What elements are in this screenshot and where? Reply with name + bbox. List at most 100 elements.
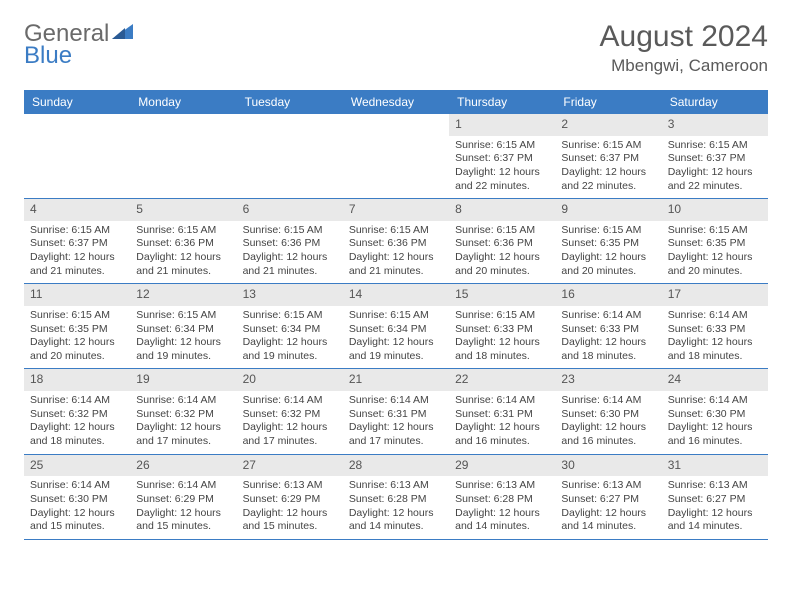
day-body: Sunrise: 6:14 AMSunset: 6:29 PMDaylight:… (130, 476, 236, 539)
daylight-text: Daylight: 12 hours and 18 minutes. (30, 421, 124, 448)
daylight-text: Daylight: 12 hours and 15 minutes. (243, 507, 337, 534)
sunset-text: Sunset: 6:37 PM (668, 152, 762, 166)
day-cell: 23Sunrise: 6:14 AMSunset: 6:30 PMDayligh… (555, 369, 661, 453)
day-body: Sunrise: 6:13 AMSunset: 6:28 PMDaylight:… (449, 476, 555, 539)
daylight-text: Daylight: 12 hours and 21 minutes. (349, 251, 443, 278)
sunset-text: Sunset: 6:33 PM (668, 323, 762, 337)
daylight-text: Daylight: 12 hours and 17 minutes. (349, 421, 443, 448)
week-row: 11Sunrise: 6:15 AMSunset: 6:35 PMDayligh… (24, 284, 768, 369)
day-cell: 29Sunrise: 6:13 AMSunset: 6:28 PMDayligh… (449, 455, 555, 539)
week-row: 4Sunrise: 6:15 AMSunset: 6:37 PMDaylight… (24, 199, 768, 284)
day-cell: 21Sunrise: 6:14 AMSunset: 6:31 PMDayligh… (343, 369, 449, 453)
header: GeneralBlue August 2024 Mbengwi, Cameroo… (24, 20, 768, 76)
sunrise-text: Sunrise: 6:15 AM (30, 309, 124, 323)
day-cell: 3Sunrise: 6:15 AMSunset: 6:37 PMDaylight… (662, 114, 768, 198)
sunset-text: Sunset: 6:30 PM (30, 493, 124, 507)
day-body: Sunrise: 6:15 AMSunset: 6:35 PMDaylight:… (662, 221, 768, 284)
daylight-text: Daylight: 12 hours and 20 minutes. (668, 251, 762, 278)
day-cell: 2Sunrise: 6:15 AMSunset: 6:37 PMDaylight… (555, 114, 661, 198)
sunrise-text: Sunrise: 6:15 AM (349, 224, 443, 238)
day-body: Sunrise: 6:15 AMSunset: 6:37 PMDaylight:… (24, 221, 130, 284)
daylight-text: Daylight: 12 hours and 22 minutes. (455, 166, 549, 193)
sunset-text: Sunset: 6:34 PM (349, 323, 443, 337)
day-body: Sunrise: 6:14 AMSunset: 6:30 PMDaylight:… (662, 391, 768, 454)
day-number: 15 (449, 284, 555, 306)
day-number: 17 (662, 284, 768, 306)
sunrise-text: Sunrise: 6:15 AM (243, 309, 337, 323)
sunrise-text: Sunrise: 6:14 AM (243, 394, 337, 408)
daylight-text: Daylight: 12 hours and 19 minutes. (349, 336, 443, 363)
day-cell: 30Sunrise: 6:13 AMSunset: 6:27 PMDayligh… (555, 455, 661, 539)
day-cell: 17Sunrise: 6:14 AMSunset: 6:33 PMDayligh… (662, 284, 768, 368)
sunrise-text: Sunrise: 6:14 AM (30, 479, 124, 493)
daylight-text: Daylight: 12 hours and 16 minutes. (561, 421, 655, 448)
day-number: 14 (343, 284, 449, 306)
daylight-text: Daylight: 12 hours and 14 minutes. (455, 507, 549, 534)
day-body: Sunrise: 6:14 AMSunset: 6:30 PMDaylight:… (24, 476, 130, 539)
day-body: Sunrise: 6:14 AMSunset: 6:33 PMDaylight:… (555, 306, 661, 369)
day-number: 18 (24, 369, 130, 391)
day-cell: 4Sunrise: 6:15 AMSunset: 6:37 PMDaylight… (24, 199, 130, 283)
sunset-text: Sunset: 6:33 PM (561, 323, 655, 337)
dow-cell: Friday (555, 90, 661, 114)
day-cell: 18Sunrise: 6:14 AMSunset: 6:32 PMDayligh… (24, 369, 130, 453)
sunset-text: Sunset: 6:32 PM (243, 408, 337, 422)
week-row: 25Sunrise: 6:14 AMSunset: 6:30 PMDayligh… (24, 455, 768, 540)
daylight-text: Daylight: 12 hours and 14 minutes. (561, 507, 655, 534)
day-cell: 7Sunrise: 6:15 AMSunset: 6:36 PMDaylight… (343, 199, 449, 283)
day-body (24, 136, 130, 144)
day-body: Sunrise: 6:13 AMSunset: 6:28 PMDaylight:… (343, 476, 449, 539)
daylight-text: Daylight: 12 hours and 22 minutes. (668, 166, 762, 193)
sunrise-text: Sunrise: 6:15 AM (30, 224, 124, 238)
sunset-text: Sunset: 6:36 PM (243, 237, 337, 251)
sunset-text: Sunset: 6:27 PM (668, 493, 762, 507)
daylight-text: Daylight: 12 hours and 19 minutes. (243, 336, 337, 363)
daylight-text: Daylight: 12 hours and 17 minutes. (136, 421, 230, 448)
day-number: 30 (555, 455, 661, 477)
day-number: 8 (449, 199, 555, 221)
day-body: Sunrise: 6:14 AMSunset: 6:31 PMDaylight:… (343, 391, 449, 454)
sunset-text: Sunset: 6:36 PM (455, 237, 549, 251)
day-number: 31 (662, 455, 768, 477)
dow-cell: Monday (130, 90, 236, 114)
sunrise-text: Sunrise: 6:14 AM (136, 394, 230, 408)
day-body: Sunrise: 6:13 AMSunset: 6:27 PMDaylight:… (555, 476, 661, 539)
daylight-text: Daylight: 12 hours and 21 minutes. (30, 251, 124, 278)
sunset-text: Sunset: 6:27 PM (561, 493, 655, 507)
day-body: Sunrise: 6:15 AMSunset: 6:34 PMDaylight:… (237, 306, 343, 369)
day-number: 7 (343, 199, 449, 221)
sunset-text: Sunset: 6:32 PM (136, 408, 230, 422)
day-number: 19 (130, 369, 236, 391)
sunrise-text: Sunrise: 6:14 AM (30, 394, 124, 408)
day-number: 16 (555, 284, 661, 306)
day-number: 1 (449, 114, 555, 136)
sunset-text: Sunset: 6:35 PM (668, 237, 762, 251)
day-cell (343, 114, 449, 198)
daylight-text: Daylight: 12 hours and 20 minutes. (30, 336, 124, 363)
sunrise-text: Sunrise: 6:15 AM (668, 224, 762, 238)
day-cell: 14Sunrise: 6:15 AMSunset: 6:34 PMDayligh… (343, 284, 449, 368)
sunrise-text: Sunrise: 6:15 AM (561, 139, 655, 153)
location: Mbengwi, Cameroon (600, 56, 768, 76)
logo-sail-icon (111, 20, 135, 48)
day-cell (237, 114, 343, 198)
sunrise-text: Sunrise: 6:15 AM (243, 224, 337, 238)
day-cell: 6Sunrise: 6:15 AMSunset: 6:36 PMDaylight… (237, 199, 343, 283)
week-row: 1Sunrise: 6:15 AMSunset: 6:37 PMDaylight… (24, 114, 768, 199)
daylight-text: Daylight: 12 hours and 18 minutes. (455, 336, 549, 363)
day-cell: 22Sunrise: 6:14 AMSunset: 6:31 PMDayligh… (449, 369, 555, 453)
day-body: Sunrise: 6:13 AMSunset: 6:29 PMDaylight:… (237, 476, 343, 539)
daylight-text: Daylight: 12 hours and 16 minutes. (455, 421, 549, 448)
day-cell: 12Sunrise: 6:15 AMSunset: 6:34 PMDayligh… (130, 284, 236, 368)
day-number: 2 (555, 114, 661, 136)
day-body: Sunrise: 6:14 AMSunset: 6:32 PMDaylight:… (237, 391, 343, 454)
sunset-text: Sunset: 6:28 PM (455, 493, 549, 507)
day-body: Sunrise: 6:15 AMSunset: 6:35 PMDaylight:… (24, 306, 130, 369)
day-cell: 13Sunrise: 6:15 AMSunset: 6:34 PMDayligh… (237, 284, 343, 368)
day-cell: 26Sunrise: 6:14 AMSunset: 6:29 PMDayligh… (130, 455, 236, 539)
sunrise-text: Sunrise: 6:13 AM (243, 479, 337, 493)
dow-cell: Sunday (24, 90, 130, 114)
sunrise-text: Sunrise: 6:15 AM (668, 139, 762, 153)
daylight-text: Daylight: 12 hours and 22 minutes. (561, 166, 655, 193)
day-cell: 20Sunrise: 6:14 AMSunset: 6:32 PMDayligh… (237, 369, 343, 453)
